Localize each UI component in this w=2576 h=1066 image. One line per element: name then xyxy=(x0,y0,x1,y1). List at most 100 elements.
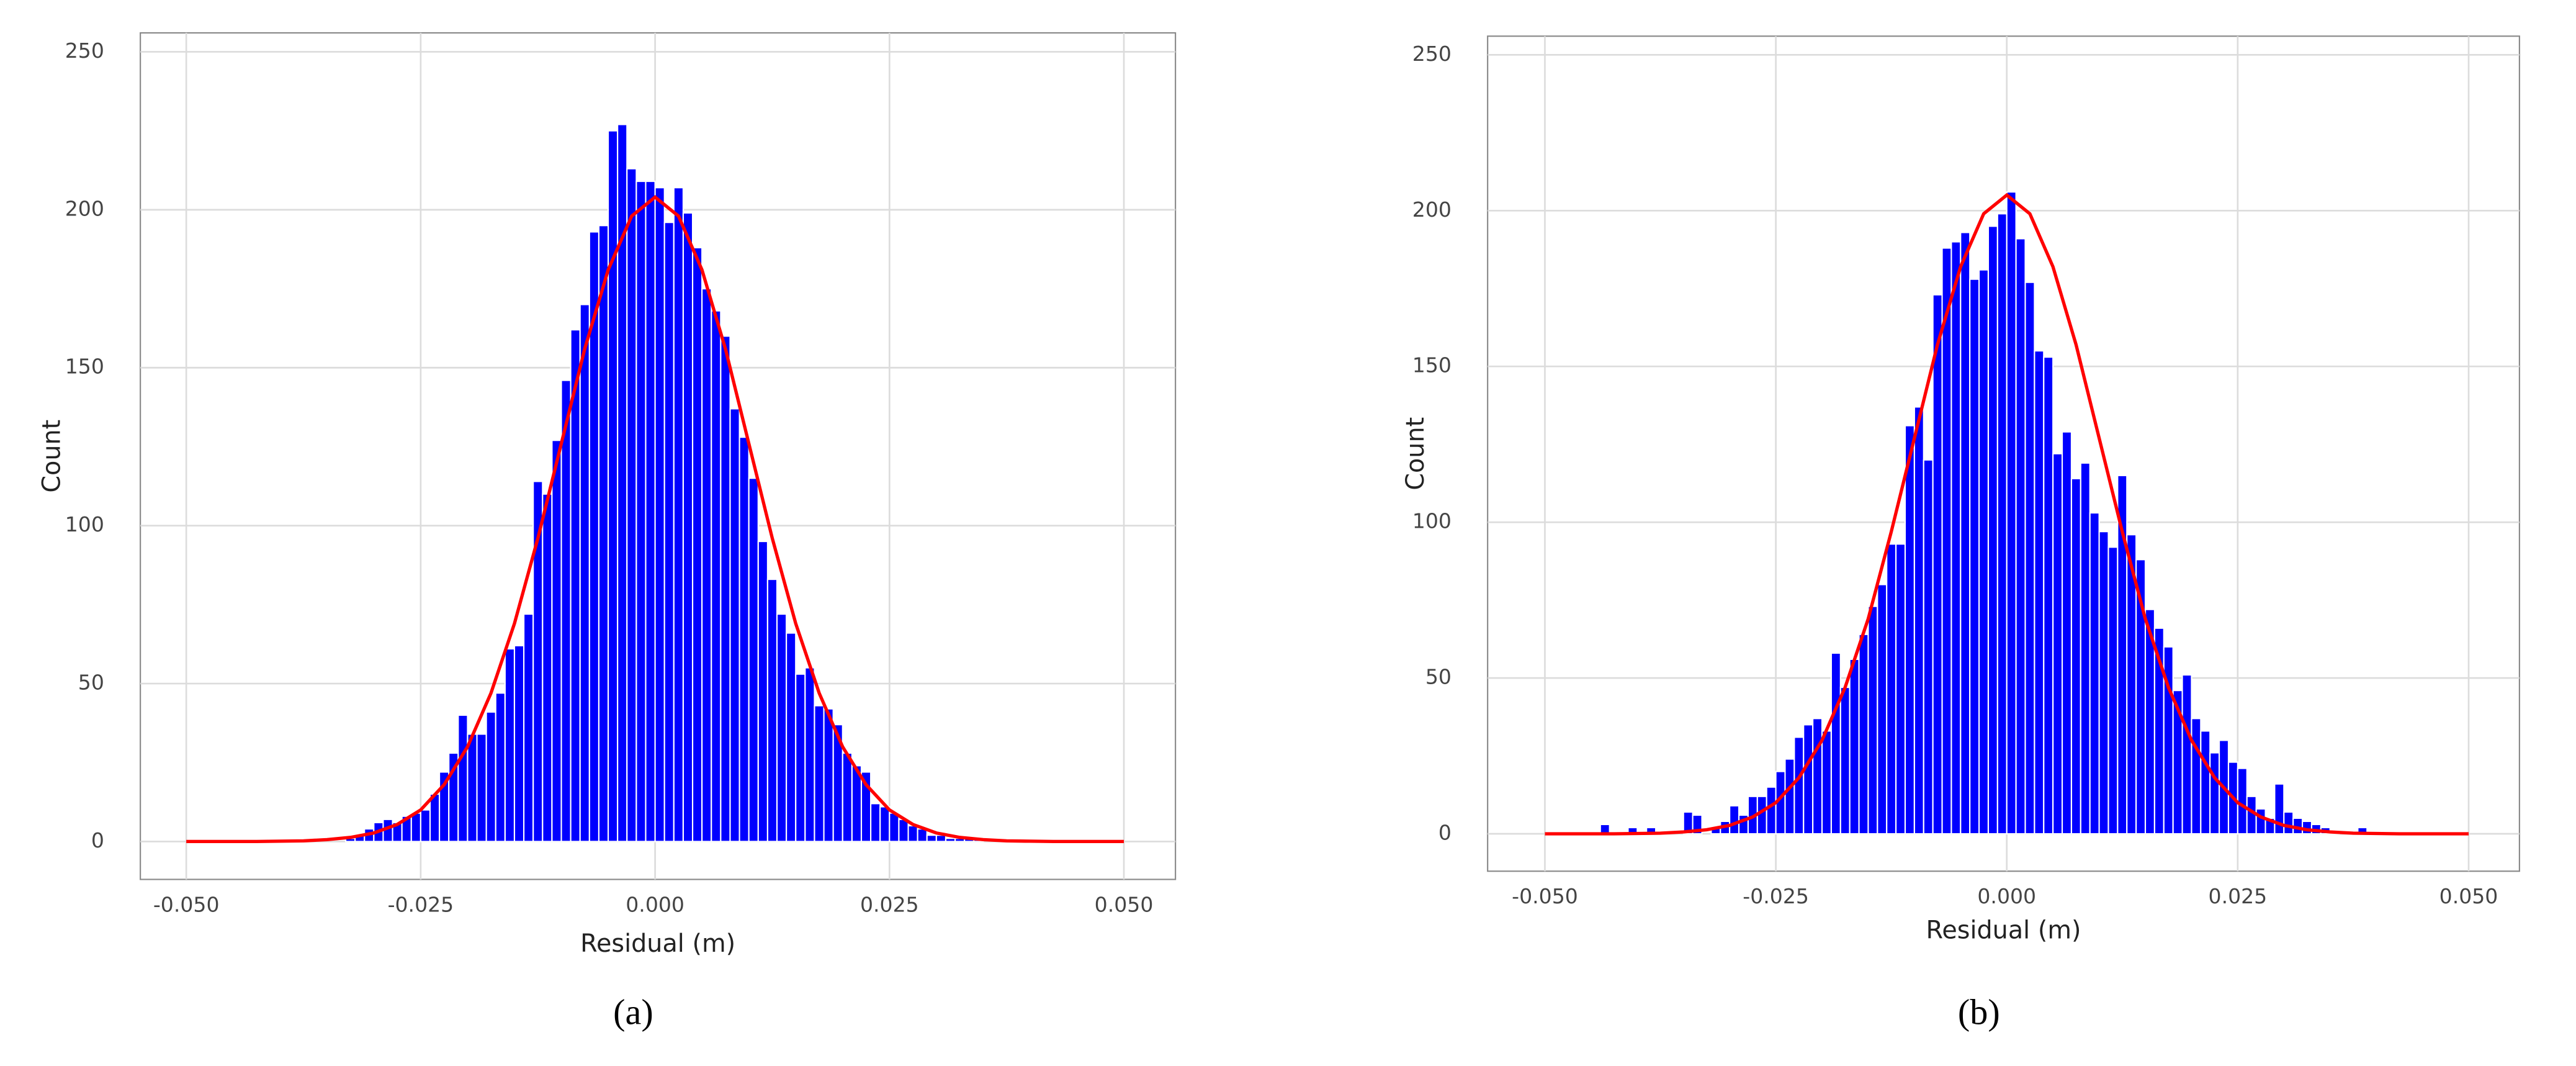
bar xyxy=(1941,247,1952,835)
bar xyxy=(2200,730,2211,835)
bar xyxy=(523,613,534,842)
bar xyxy=(1729,805,1740,835)
x-tick-label: 0.050 xyxy=(2439,884,2498,908)
y-tick-label: 150 xyxy=(65,355,104,379)
bar xyxy=(1960,232,1971,835)
bar xyxy=(2255,808,2266,835)
bar xyxy=(2080,462,2091,835)
bar xyxy=(766,579,778,842)
x-tick-label: 0.000 xyxy=(626,892,684,916)
bar xyxy=(2181,674,2192,835)
bar xyxy=(2107,546,2119,835)
bar xyxy=(814,705,825,842)
bar xyxy=(1969,278,1980,835)
bar xyxy=(1877,584,1888,835)
bar xyxy=(1839,687,1851,835)
bar xyxy=(645,181,656,842)
bar xyxy=(2209,752,2220,835)
bar xyxy=(2043,356,2054,835)
bar xyxy=(2006,191,2017,835)
y-tick-label: 100 xyxy=(65,512,104,536)
y-tick-label: 100 xyxy=(1412,509,1452,533)
bar xyxy=(1923,459,1934,835)
bar xyxy=(579,304,590,842)
y-axis-title: Count xyxy=(37,420,66,493)
bar xyxy=(870,803,881,842)
bar xyxy=(711,310,722,842)
x-axis-title: Residual (m) xyxy=(580,929,735,958)
bar xyxy=(1950,241,1962,835)
y-tick-label: 0 xyxy=(91,828,104,852)
bar xyxy=(410,812,421,842)
y-axis-title: Count xyxy=(1401,417,1430,490)
caption: (b) xyxy=(1958,992,2000,1032)
bar xyxy=(691,246,703,842)
x-tick-label: 0.000 xyxy=(1977,884,2036,908)
bar xyxy=(1812,718,1823,835)
bar xyxy=(1766,786,1777,835)
bar xyxy=(1886,543,1897,835)
bar xyxy=(1904,425,1915,835)
bar xyxy=(786,632,797,842)
bar xyxy=(635,181,647,842)
bar xyxy=(1803,724,1814,835)
bar xyxy=(738,436,750,842)
bar xyxy=(2015,238,2026,835)
bar xyxy=(513,644,525,842)
x-tick-label: 0.025 xyxy=(2209,884,2268,908)
bar xyxy=(485,711,496,842)
bar xyxy=(560,379,572,842)
bar xyxy=(457,714,469,842)
bar xyxy=(2070,477,2081,835)
bar xyxy=(663,222,675,842)
bar xyxy=(1784,758,1795,835)
bar xyxy=(1996,213,2008,835)
bar xyxy=(720,335,731,842)
bar xyxy=(2089,512,2100,835)
bar xyxy=(1793,736,1805,835)
bar xyxy=(608,130,619,842)
x-tick-label: -0.050 xyxy=(153,892,220,916)
bar xyxy=(682,212,694,842)
bar xyxy=(926,834,937,842)
y-tick-label: 200 xyxy=(65,196,104,220)
bar xyxy=(2283,811,2294,835)
density-curve xyxy=(186,195,1124,844)
bar xyxy=(429,793,441,842)
bar xyxy=(1895,543,1906,835)
bar xyxy=(467,733,478,842)
bar xyxy=(542,493,553,842)
bar xyxy=(551,440,562,842)
bar xyxy=(1913,406,1924,835)
bar xyxy=(804,667,815,842)
x-tick-label: -0.050 xyxy=(1512,884,1578,908)
bar xyxy=(748,477,759,842)
y-tick-label: 50 xyxy=(1425,665,1452,689)
bar xyxy=(504,648,516,842)
bar xyxy=(841,752,853,842)
bar xyxy=(420,809,431,842)
bar xyxy=(945,838,956,842)
bar xyxy=(654,187,665,842)
bar xyxy=(1830,652,1841,835)
bar xyxy=(2098,531,2109,835)
y-tick-label: 200 xyxy=(1412,197,1452,222)
bar xyxy=(757,541,768,842)
x-axis-title: Residual (m) xyxy=(1926,916,2081,945)
bar xyxy=(1849,658,1860,835)
bar xyxy=(476,733,487,842)
bar xyxy=(879,806,891,842)
bar xyxy=(889,812,900,842)
x-tick-label: -0.025 xyxy=(1743,884,1809,908)
density-curve xyxy=(1545,192,2469,836)
bar xyxy=(795,673,806,842)
bar xyxy=(2061,431,2072,835)
bar xyxy=(2034,350,2045,835)
bar xyxy=(776,613,788,842)
bar xyxy=(1858,633,1869,835)
bar xyxy=(673,187,684,842)
bar xyxy=(495,692,506,842)
bar xyxy=(1867,605,1878,835)
